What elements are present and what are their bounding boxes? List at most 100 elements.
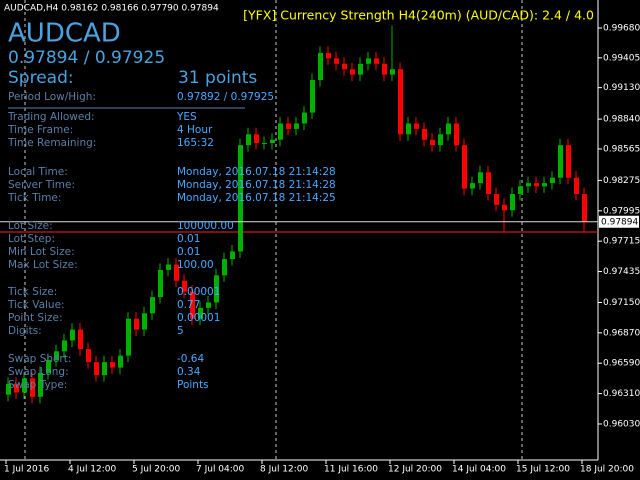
- candle-body: [198, 307, 203, 319]
- info-value: -0.64: [177, 353, 204, 365]
- candle-body: [110, 362, 115, 368]
- info-label: Local Time:: [8, 166, 68, 178]
- x-tick-label: 11 Jul 16:00: [324, 465, 378, 475]
- candle-body: [350, 69, 355, 75]
- candle-body: [462, 145, 467, 189]
- info-value: 5: [177, 325, 184, 337]
- plot: 0.99680 0.99405 0.99130 0.98840 0.98565 0.982…: [0, 23, 640, 475]
- x-tick-label: 14 Jul 04:00: [452, 465, 506, 475]
- info-label: Point Size:: [8, 312, 63, 324]
- candle-body: [134, 318, 139, 330]
- info-value: Monday, 2016.07.18 21:14:28: [177, 179, 336, 191]
- candle-body: [254, 134, 259, 143]
- y-tick-label: 0.99680: [603, 23, 640, 33]
- candle-body: [70, 329, 75, 341]
- candle-body: [510, 193, 515, 211]
- y-tick-label: 0.96870: [603, 328, 640, 338]
- info-label: Lot Step:: [8, 233, 55, 245]
- spread-value: 31 points: [178, 68, 257, 88]
- candle-body: [262, 142, 267, 144]
- candle-body: [30, 378, 35, 397]
- info-label: Tick Size:: [7, 286, 57, 298]
- x-tick-label: 5 Jul 20:00: [132, 465, 181, 475]
- candle-body: [182, 280, 187, 292]
- candle-body: [366, 58, 371, 64]
- candle-body: [422, 128, 427, 140]
- candle-body: [54, 351, 59, 360]
- candle-body: [62, 340, 67, 352]
- spread-label: Spread:: [8, 68, 74, 88]
- info-value: 165:32: [177, 137, 214, 149]
- info-label: Min Lot Size:: [8, 246, 75, 258]
- info-value: YES: [176, 111, 197, 123]
- candle-body: [478, 172, 483, 184]
- candle-body: [94, 362, 99, 376]
- candle-body: [118, 355, 123, 368]
- candle-body: [534, 183, 539, 187]
- info-label: Max Lot Size:: [8, 259, 78, 271]
- candle-body: [158, 269, 163, 298]
- candle-body: [142, 313, 147, 330]
- candle-body: [78, 329, 83, 350]
- quote: 0.97894 / 0.97925: [8, 48, 165, 68]
- info-label: Server Time:: [8, 179, 75, 191]
- candle-body: [310, 80, 315, 113]
- candle-body: [46, 359, 51, 373]
- candle-body: [166, 264, 171, 270]
- info-label: Tick Value:: [7, 299, 65, 311]
- info-value: 0.01: [177, 246, 200, 258]
- candle-body: [14, 383, 19, 393]
- candle-body: [206, 302, 211, 308]
- candle-body: [326, 52, 331, 59]
- candle-body: [6, 383, 11, 395]
- candle-body: [222, 259, 227, 276]
- candle-body: [414, 123, 419, 129]
- candle-body: [566, 145, 571, 178]
- candle-body: [102, 362, 107, 376]
- period-value: 0.97892 / 0.97925: [177, 91, 274, 103]
- info-value: Monday, 2016.07.18 21:14:28: [177, 166, 336, 178]
- candle-body: [446, 123, 451, 135]
- candle-body: [214, 275, 219, 303]
- candle-body: [230, 251, 235, 260]
- candle-body: [494, 193, 499, 205]
- candle-body: [238, 145, 243, 252]
- candle-body: [278, 123, 283, 140]
- info-value: 0.77: [177, 299, 200, 311]
- info-label: Swap Short:: [8, 353, 71, 365]
- info-value: Points: [177, 379, 209, 391]
- candle-body: [454, 123, 459, 146]
- y-tick-label: 0.99405: [603, 53, 640, 63]
- info-label: Time Frame:: [7, 124, 73, 136]
- info-label: Digits:: [8, 325, 42, 337]
- info-value: 100000.00: [177, 220, 234, 232]
- info-label: Tick Time:: [7, 192, 61, 204]
- candle-body: [174, 264, 179, 281]
- candle-body: [582, 193, 587, 222]
- candle-body: [294, 123, 299, 129]
- y-tick-label: 0.98275: [603, 176, 640, 186]
- x-tick-label: 1 Jul 2016: [4, 465, 49, 475]
- info-value: 4 Hour: [177, 124, 213, 136]
- candle-body: [38, 372, 43, 397]
- x-tick-label: 18 Jul 20:00: [580, 465, 634, 475]
- y-tick-label: 0.97435: [603, 267, 640, 277]
- candle-body: [150, 297, 155, 314]
- candle-body: [342, 63, 347, 70]
- y-tick-label: 0.96310: [603, 389, 640, 399]
- candle-body: [430, 139, 435, 146]
- candle-body: [558, 145, 563, 178]
- candle-body: [318, 52, 323, 81]
- candle-body: [518, 186, 523, 194]
- candle-body: [358, 63, 363, 75]
- info-value: 0.01: [177, 233, 200, 245]
- candle-body: [542, 183, 547, 187]
- candle-body: [470, 183, 475, 189]
- candle-body: [382, 63, 387, 75]
- y-tick-label: 0.97150: [603, 298, 640, 308]
- candle-body: [390, 69, 395, 75]
- candle-body: [526, 183, 531, 187]
- x-tick-label: 8 Jul 12:00: [260, 465, 309, 475]
